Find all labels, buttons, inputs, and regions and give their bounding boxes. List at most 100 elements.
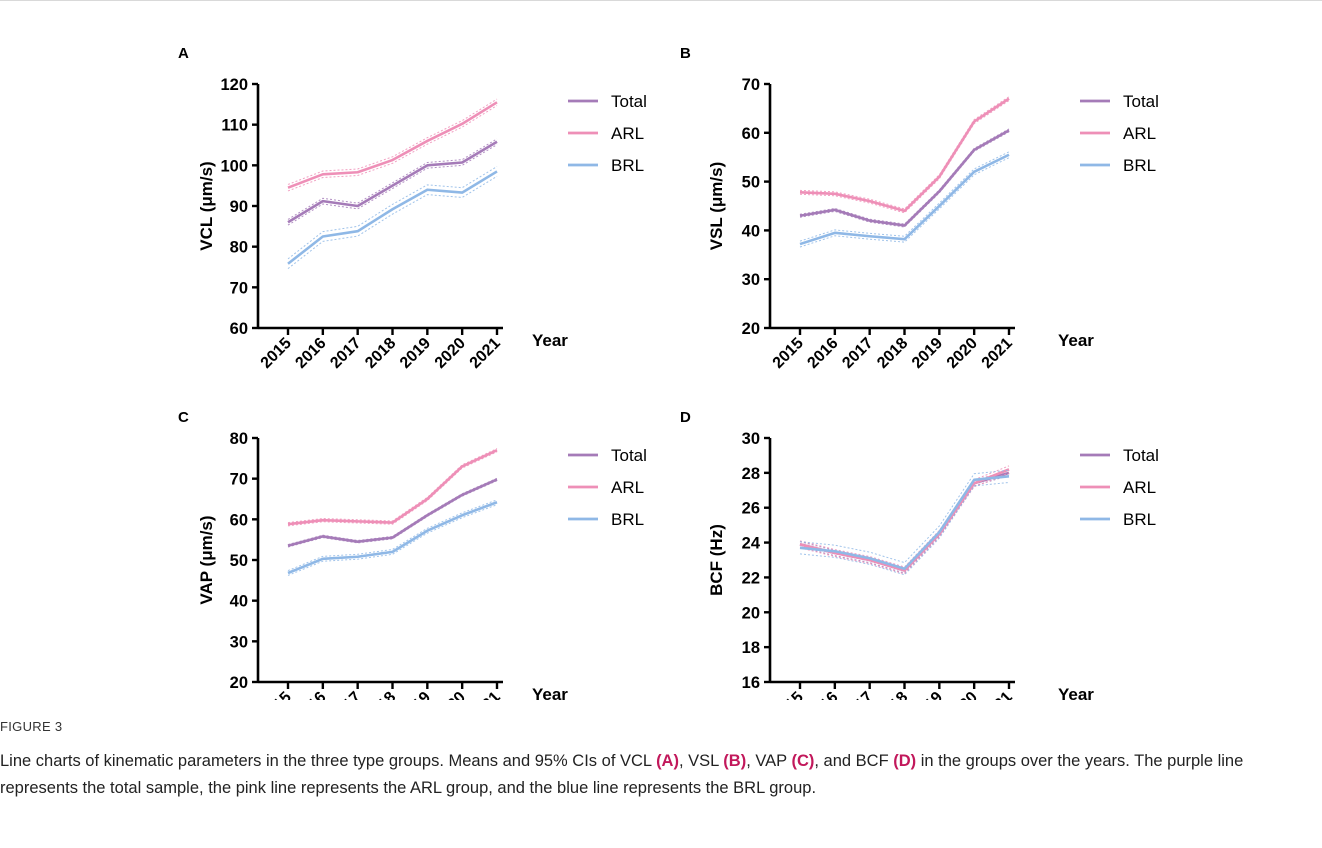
- x-tick-label: 2015: [258, 689, 295, 700]
- series-brl-ci-lower: [287, 504, 498, 576]
- caption-text: , VSL: [678, 752, 724, 770]
- series-arl-ci-lower: [287, 105, 498, 192]
- y-tick-label: 28: [742, 465, 760, 483]
- x-tick-label: 2018: [874, 335, 911, 372]
- legend-label: ARL: [611, 124, 644, 143]
- series-brl-ci-upper: [799, 469, 1010, 564]
- x-tick-label: 2015: [770, 335, 807, 372]
- x-axis-label: Year: [1058, 331, 1094, 350]
- y-tick-label: 90: [230, 198, 248, 216]
- top-divider: [0, 0, 1322, 1]
- series-brl-ci-lower: [799, 157, 1010, 248]
- y-tick-label: 60: [742, 125, 760, 143]
- y-tick-label: 20: [742, 604, 760, 622]
- series-brl-line: [799, 153, 1010, 246]
- y-tick-label: 80: [230, 430, 248, 448]
- y-tick-label: 80: [230, 239, 248, 257]
- x-tick-label: 2015: [770, 689, 807, 700]
- legend-label: Total: [1123, 446, 1159, 465]
- panel-letter: D: [680, 409, 691, 426]
- legend-label: ARL: [1123, 124, 1156, 143]
- series-brl-ci-upper: [799, 151, 1010, 242]
- caption-text: , VAP: [746, 752, 792, 770]
- x-tick-label: 2021: [467, 689, 504, 700]
- series-total-line: [287, 140, 498, 224]
- figure-3-charts: A607080901001101202015201620172018201920…: [178, 45, 1159, 700]
- chart-panel-c: C 20 30 40 50 60 70 80 2015201620172018201920202…: [178, 409, 647, 700]
- legend-label: Total: [611, 446, 647, 465]
- y-tick-label: 40: [230, 593, 248, 611]
- x-tick-label: 2017: [327, 689, 364, 700]
- figure-caption: Line charts of kinematic parameters in t…: [0, 748, 1300, 802]
- y-tick-label: 60: [230, 511, 248, 529]
- panel-letter: B: [680, 45, 691, 62]
- legend-label: BRL: [611, 156, 644, 175]
- y-tick-label: 26: [742, 500, 760, 518]
- y-tick-label: 18: [742, 639, 760, 657]
- y-axis-label: VSL (μm/s): [707, 162, 726, 251]
- series-arl-line: [799, 97, 1010, 213]
- y-tick-label: 30: [230, 633, 248, 651]
- x-tick-label: 2016: [292, 689, 329, 700]
- x-tick-label: 2019: [909, 689, 946, 700]
- caption-panel-ref: (A): [656, 752, 679, 770]
- x-tick-label: 2018: [362, 335, 399, 372]
- caption-panel-ref: (C): [791, 752, 815, 770]
- y-axis-label: BCF (Hz): [707, 524, 726, 596]
- caption-text: , and BCF: [814, 752, 894, 770]
- x-tick-label: 2019: [909, 335, 946, 372]
- y-tick-label: 50: [230, 552, 248, 570]
- x-tick-label: 2017: [327, 335, 364, 372]
- x-axis-label: Year: [532, 685, 568, 700]
- legend-label: BRL: [1123, 510, 1156, 529]
- y-tick-label: 30: [742, 271, 760, 289]
- x-tick-label: 2017: [839, 335, 876, 372]
- chart-panel-d: D161820222426283020152016201720182019202…: [680, 409, 1159, 700]
- series-total-line: [799, 129, 1010, 227]
- x-tick-label: 2018: [362, 689, 399, 700]
- series-arl-ci-upper: [287, 448, 498, 524]
- y-tick-label: 120: [220, 76, 248, 94]
- series-total-ci-upper: [287, 477, 498, 546]
- series-arl-line: [287, 101, 498, 189]
- legend-label: Total: [611, 92, 647, 111]
- series-total-line: [287, 478, 498, 548]
- series-total-ci-lower: [799, 131, 1010, 228]
- series-total-ci-upper: [287, 138, 498, 220]
- series-arl-ci-lower: [287, 451, 498, 527]
- x-tick-label: 2019: [397, 689, 434, 700]
- y-tick-label: 24: [742, 535, 761, 553]
- y-tick-label: 22: [742, 569, 760, 587]
- y-tick-label: 16: [742, 674, 760, 692]
- series-arl-ci-upper: [287, 98, 498, 185]
- chart-panel-b: B 20 30 40 50 60 70 201520162017201820192020202…: [680, 45, 1159, 372]
- y-tick-label: 70: [742, 76, 760, 94]
- series-arl-ci-lower: [799, 472, 1010, 575]
- legend-label: ARL: [1123, 478, 1156, 497]
- caption-text: Line charts of kinematic parameters in t…: [0, 752, 657, 770]
- legend-label: BRL: [1123, 156, 1156, 175]
- legend-label: Total: [1123, 92, 1159, 111]
- x-tick-label: 2021: [979, 689, 1016, 700]
- x-tick-label: 2019: [397, 335, 434, 372]
- legend-label: BRL: [611, 510, 644, 529]
- x-axis-label: Year: [532, 331, 568, 350]
- series-brl-ci-upper: [287, 499, 498, 572]
- y-axis-label: VAP (μm/s): [197, 515, 216, 604]
- series-brl-line: [287, 170, 498, 265]
- x-tick-label: 2016: [804, 335, 841, 372]
- x-axis-label: Year: [1058, 685, 1094, 700]
- y-tick-label: 50: [742, 174, 760, 192]
- series-arl-ci-upper: [799, 96, 1010, 210]
- x-tick-label: 2020: [944, 335, 981, 372]
- y-tick-label: 60: [230, 320, 248, 338]
- x-tick-label: 2020: [432, 689, 469, 700]
- caption-panel-ref: (D): [893, 752, 917, 770]
- series-arl-line: [799, 468, 1010, 572]
- series-brl-ci-lower: [799, 481, 1010, 576]
- series-total-ci-lower: [799, 474, 1010, 574]
- x-tick-label: 2016: [804, 689, 841, 700]
- x-tick-label: 2021: [979, 335, 1016, 372]
- legend-label: ARL: [611, 478, 644, 497]
- y-tick-label: 100: [220, 157, 248, 175]
